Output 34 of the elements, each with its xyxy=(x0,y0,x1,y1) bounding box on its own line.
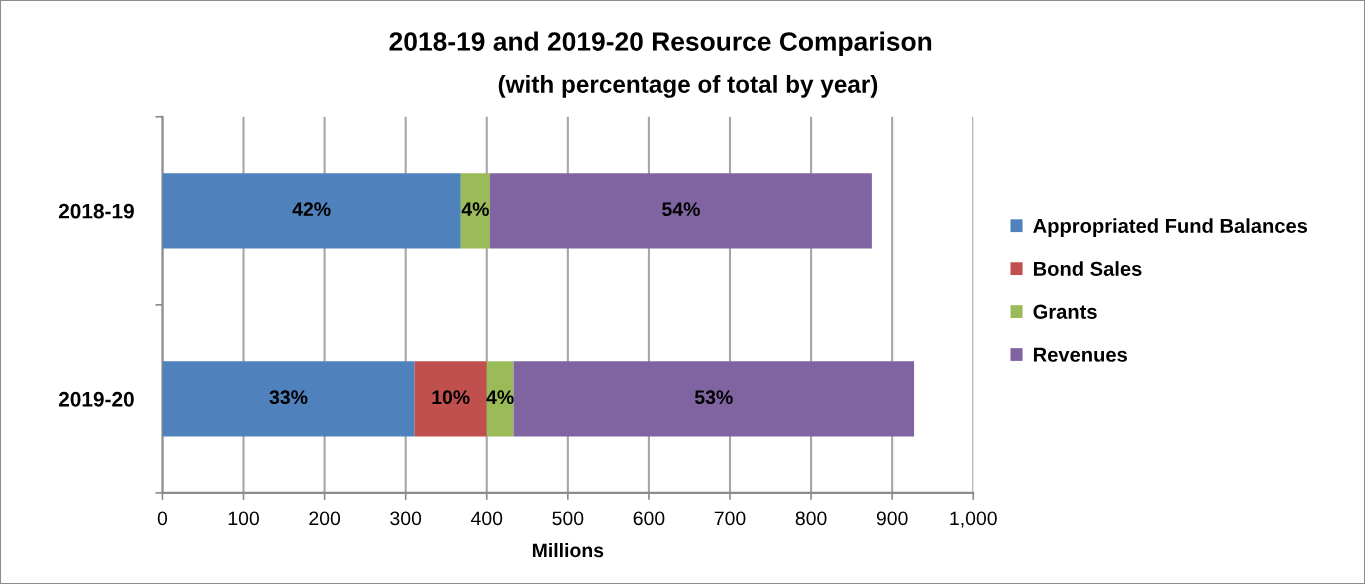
bar xyxy=(490,173,872,249)
bar xyxy=(513,361,915,437)
x-tick-label: 800 xyxy=(795,511,827,526)
x-tick-label: 400 xyxy=(470,511,503,526)
x-tick-label: 600 xyxy=(633,511,665,526)
x-tick-label: 1,000 xyxy=(950,511,997,528)
bar xyxy=(460,173,490,249)
x-tick-label: 300 xyxy=(390,511,422,526)
annotation: 10% xyxy=(432,390,470,405)
chart-subtitle: (with percentage of total by year) xyxy=(498,75,878,98)
annotation: 4% xyxy=(486,390,514,405)
x-axis-title: Millions xyxy=(532,542,604,558)
x-tick-label: 500 xyxy=(552,511,584,526)
annotation: 4% xyxy=(461,202,489,216)
legend-label: Bond Sales xyxy=(1033,261,1142,276)
bar xyxy=(486,361,514,437)
x-tick-label: 200 xyxy=(309,511,341,526)
x-tick-label: 0 xyxy=(157,511,168,526)
y-tick-label: 2018-19 xyxy=(58,203,134,219)
annotation: 33% xyxy=(269,390,308,405)
legend-label: Revenues xyxy=(1033,347,1127,362)
annotation: 54% xyxy=(662,202,700,217)
bar xyxy=(162,173,461,249)
y-tick-label: 2019-20 xyxy=(58,391,134,407)
chart-title: 2018-19 and 2019-20 Resource Comparison xyxy=(389,31,932,57)
x-tick-label: 700 xyxy=(714,511,746,526)
bar xyxy=(162,361,415,437)
bar xyxy=(414,361,487,437)
x-tick-label: 100 xyxy=(228,511,259,526)
annotation: 42% xyxy=(292,202,331,216)
x-tick-label: 900 xyxy=(876,511,908,526)
legend-label: Grants xyxy=(1033,304,1097,319)
legend-label: Appropriated Fund Balances xyxy=(1033,218,1308,237)
annotation: 53% xyxy=(694,390,733,405)
